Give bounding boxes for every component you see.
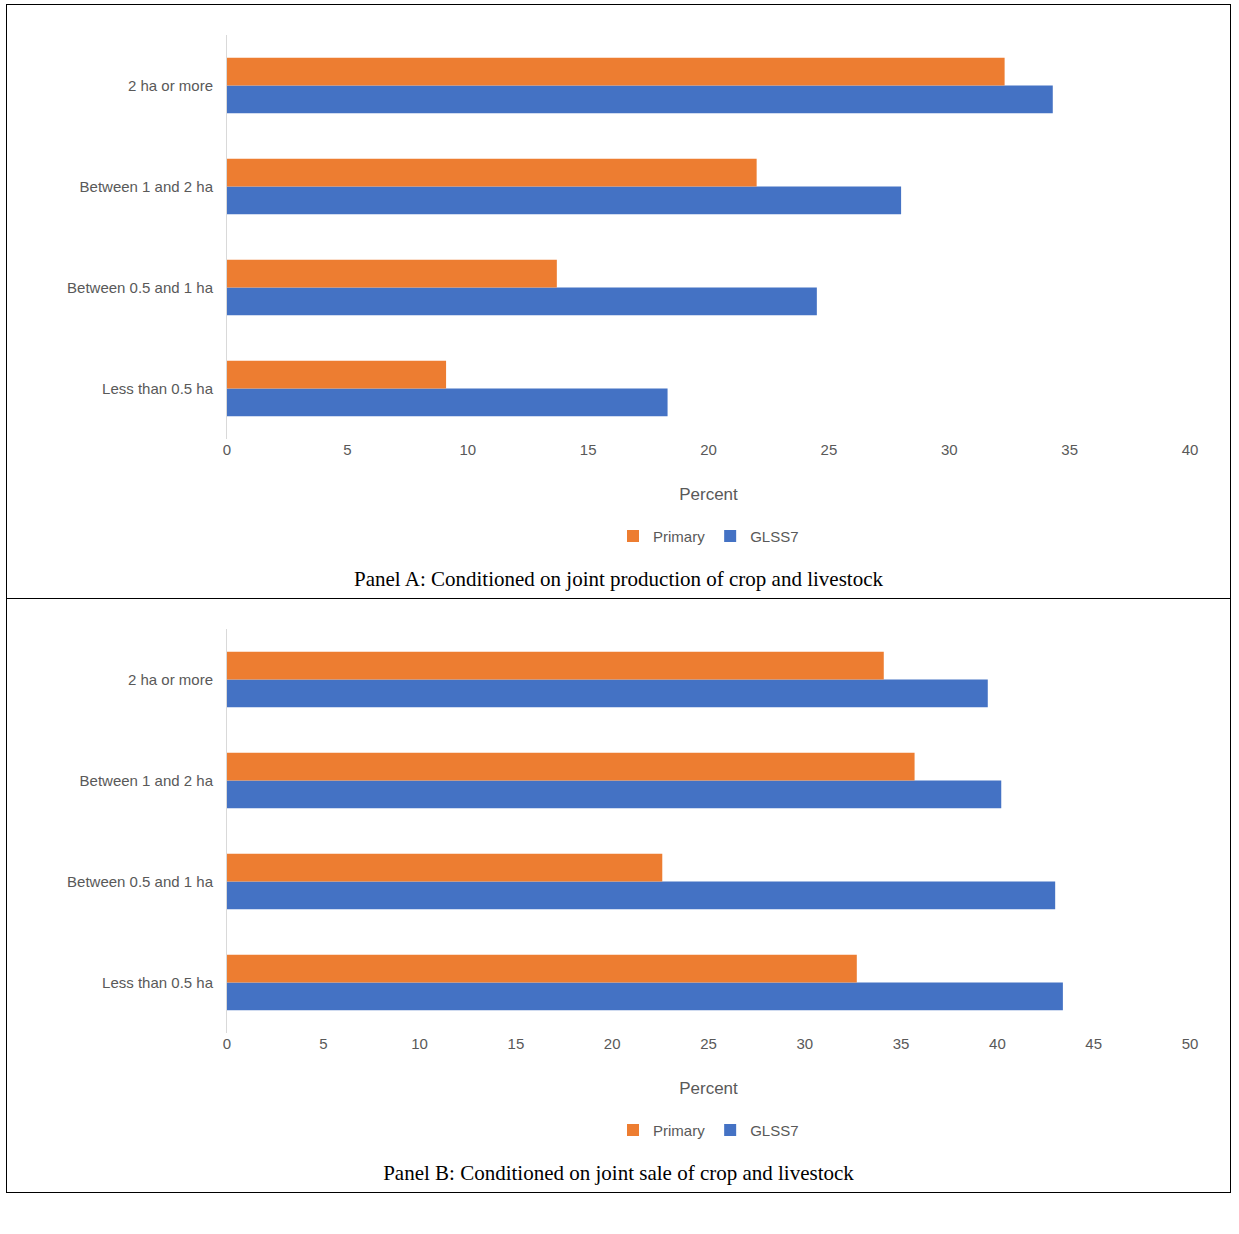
svg-text:10: 10 [459, 441, 476, 458]
svg-text:2 ha or more: 2 ha or more [128, 77, 213, 94]
svg-text:Between 1 and 2 ha: Between 1 and 2 ha [80, 178, 214, 195]
svg-text:25: 25 [821, 441, 838, 458]
svg-text:Percent: Percent [679, 1079, 738, 1098]
svg-text:45: 45 [1085, 1035, 1102, 1052]
svg-text:GLSS7: GLSS7 [750, 528, 798, 545]
svg-text:15: 15 [580, 441, 597, 458]
svg-text:35: 35 [1061, 441, 1078, 458]
svg-text:Primary: Primary [653, 1122, 705, 1139]
svg-text:5: 5 [343, 441, 351, 458]
svg-text:35: 35 [893, 1035, 910, 1052]
svg-text:Between 0.5 and 1 ha: Between 0.5 and 1 ha [67, 873, 214, 890]
svg-text:Percent: Percent [679, 485, 738, 504]
svg-text:15: 15 [508, 1035, 525, 1052]
svg-text:5: 5 [319, 1035, 327, 1052]
svg-text:2 ha or more: 2 ha or more [128, 671, 213, 688]
svg-text:20: 20 [700, 441, 717, 458]
svg-text:GLSS7: GLSS7 [750, 1122, 798, 1139]
svg-text:40: 40 [1182, 441, 1199, 458]
html-text:Panel A: Conditioned on joint: Panel A: Conditioned on joint production… [354, 567, 883, 591]
svg-text:Less than 0.5 ha: Less than 0.5 ha [102, 974, 214, 991]
svg-text:Less than 0.5 ha: Less than 0.5 ha [102, 380, 214, 397]
svg-text:0: 0 [223, 441, 231, 458]
html-text:Panel B: Conditioned on joint: Panel B: Conditioned on joint sale of cr… [383, 1161, 854, 1185]
svg-text:25: 25 [700, 1035, 717, 1052]
svg-text:30: 30 [941, 441, 958, 458]
svg-text:50: 50 [1182, 1035, 1199, 1052]
svg-text:0: 0 [223, 1035, 231, 1052]
svg-text:30: 30 [796, 1035, 813, 1052]
svg-text:10: 10 [411, 1035, 428, 1052]
svg-text:Primary: Primary [653, 528, 705, 545]
svg-text:Between 0.5 and 1 ha: Between 0.5 and 1 ha [67, 279, 214, 296]
svg-text:20: 20 [604, 1035, 621, 1052]
svg-text:Between 1 and 2 ha: Between 1 and 2 ha [80, 772, 214, 789]
svg-text:40: 40 [989, 1035, 1006, 1052]
